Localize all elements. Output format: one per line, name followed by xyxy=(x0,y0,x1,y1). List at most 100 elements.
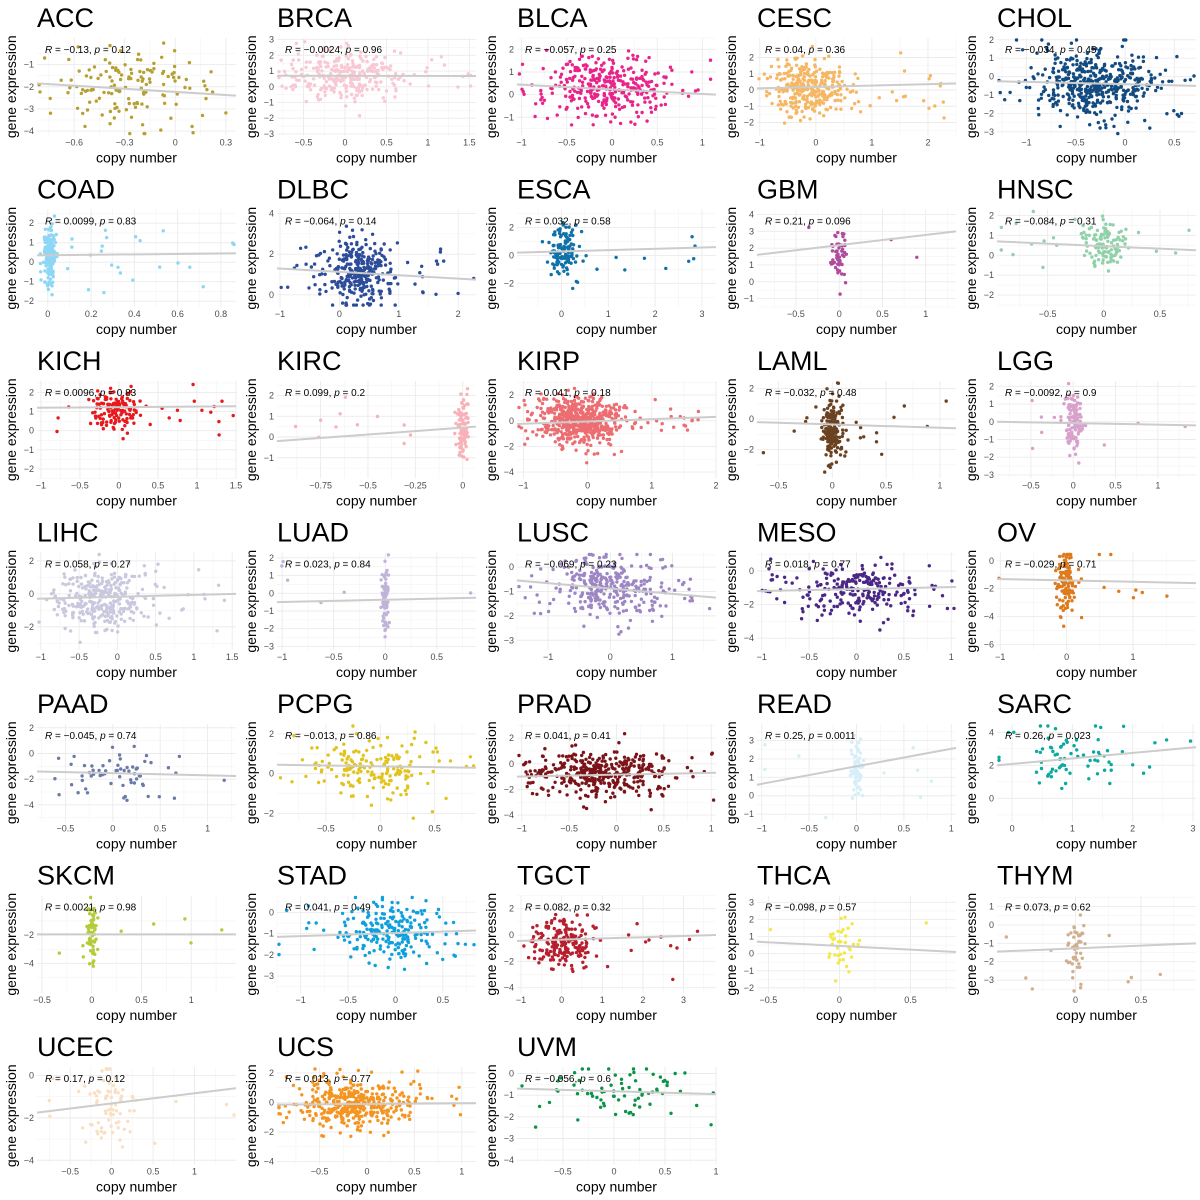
y-tick-label: 2 xyxy=(749,53,754,63)
data-point xyxy=(83,573,88,578)
x-tick-label: 1.5 xyxy=(230,481,243,491)
data-point xyxy=(104,423,109,427)
data-point xyxy=(312,262,317,266)
data-point xyxy=(530,411,534,415)
data-point xyxy=(109,418,113,423)
data-point xyxy=(1114,238,1118,242)
data-point xyxy=(108,122,112,126)
data-point xyxy=(299,67,304,72)
data-point xyxy=(122,609,126,613)
data-point xyxy=(1063,62,1067,66)
data-point xyxy=(564,414,569,418)
data-point xyxy=(618,552,622,557)
data-point xyxy=(642,600,646,604)
y-tick-label: −2 xyxy=(24,82,34,92)
data-point xyxy=(840,262,844,267)
data-point xyxy=(644,80,648,84)
data-point xyxy=(359,294,363,298)
data-point xyxy=(332,90,336,94)
data-point xyxy=(373,249,377,253)
data-point xyxy=(584,99,588,103)
data-point xyxy=(530,574,534,578)
data-point xyxy=(119,413,123,417)
data-point xyxy=(1172,109,1176,113)
data-point xyxy=(558,75,563,79)
data-point xyxy=(103,614,107,618)
data-point xyxy=(95,421,100,426)
data-point xyxy=(396,282,400,286)
data-point xyxy=(110,617,114,621)
data-point xyxy=(123,63,127,67)
data-point xyxy=(830,249,835,253)
data-point xyxy=(342,287,346,291)
panel-title: BLCA xyxy=(517,3,588,33)
data-point xyxy=(127,75,131,79)
data-point xyxy=(364,238,368,242)
y-axis-label: gene expression xyxy=(243,378,259,481)
y-tick-label: −2 xyxy=(24,622,34,632)
data-point xyxy=(824,107,828,112)
points-gbm xyxy=(807,225,919,296)
x-tick-label: 0.5 xyxy=(1168,138,1181,148)
data-point xyxy=(825,435,830,439)
data-point xyxy=(571,233,575,238)
correlation-label: R = 0.099, p = 0.2 xyxy=(285,388,366,399)
data-point xyxy=(765,90,769,94)
data-point xyxy=(63,626,67,631)
data-point xyxy=(539,88,543,93)
data-point xyxy=(843,281,848,285)
data-point xyxy=(152,61,156,65)
data-point xyxy=(568,76,572,81)
data-point xyxy=(366,258,371,263)
data-point xyxy=(551,244,556,248)
data-point xyxy=(524,429,528,433)
x-axis-label: copy number xyxy=(1056,321,1137,337)
data-point xyxy=(578,600,583,604)
data-point xyxy=(555,270,560,274)
data-point xyxy=(828,419,833,424)
data-point xyxy=(629,77,633,81)
data-point xyxy=(359,247,363,251)
data-point xyxy=(1053,57,1058,61)
data-point xyxy=(141,77,145,81)
data-point xyxy=(1029,66,1033,70)
data-point xyxy=(829,608,834,612)
data-point xyxy=(833,91,837,95)
data-point xyxy=(765,94,769,98)
data-point xyxy=(357,114,362,118)
data-point xyxy=(579,229,584,234)
data-point xyxy=(103,619,107,623)
data-point xyxy=(154,623,159,627)
data-point xyxy=(1111,254,1115,258)
data-point xyxy=(1137,66,1141,70)
x-tick-label: −0.25 xyxy=(404,481,427,491)
data-point xyxy=(311,77,316,81)
data-point xyxy=(1155,85,1160,89)
data-point xyxy=(788,73,792,78)
data-point xyxy=(1039,92,1044,97)
data-point xyxy=(136,78,140,83)
data-point xyxy=(381,67,385,72)
y-tick-label: −2 xyxy=(24,464,34,474)
data-point xyxy=(563,405,567,410)
data-point xyxy=(568,588,573,593)
data-point xyxy=(818,67,822,72)
data-point xyxy=(201,285,205,289)
data-point xyxy=(98,605,102,610)
data-point xyxy=(1163,68,1168,72)
data-point xyxy=(602,98,606,102)
data-point xyxy=(604,421,608,426)
data-point xyxy=(640,110,644,115)
data-point xyxy=(94,605,99,610)
data-point xyxy=(1122,96,1127,100)
y-tick-label: 1 xyxy=(989,230,994,240)
data-point xyxy=(639,579,643,584)
data-point xyxy=(324,80,329,84)
x-tick-label: 0.3 xyxy=(220,138,233,148)
y-tick-label: 1 xyxy=(509,67,514,77)
data-point xyxy=(600,63,604,67)
data-point xyxy=(838,259,842,263)
